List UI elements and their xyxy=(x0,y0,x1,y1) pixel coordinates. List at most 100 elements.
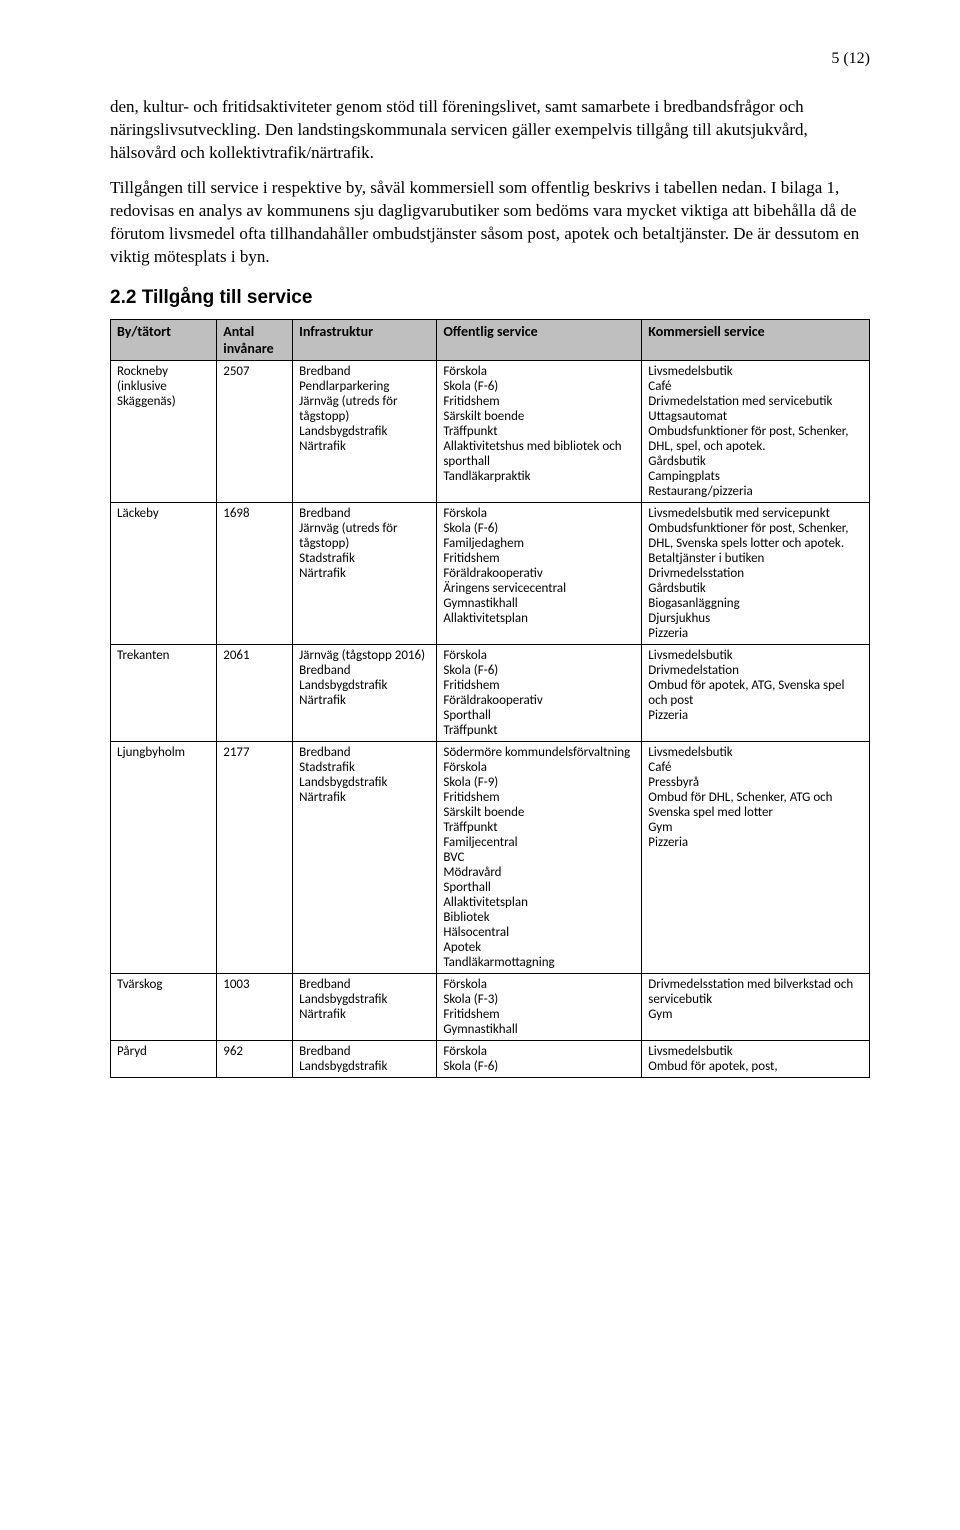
cell-line: Uttagsautomat xyxy=(648,409,863,424)
cell-infra: BredbandStadstrafikLandsbygdstrafikNärtr… xyxy=(293,741,437,973)
cell-line: Bibliotek xyxy=(443,910,635,925)
cell-kommersiell: Livsmedelsbutik med servicepunktOmbudsfu… xyxy=(642,502,870,644)
paragraph-2: Tillgången till service i respektive by,… xyxy=(110,177,870,269)
cell-line: Bredband xyxy=(299,663,430,678)
cell-line: Gym xyxy=(648,1007,863,1022)
cell-line: Bredband xyxy=(299,977,430,992)
cell-line: Föräldrakooperativ xyxy=(443,566,635,581)
cell-line: Särskilt boende xyxy=(443,805,635,820)
cell-infra: BredbandLandsbygdstrafik xyxy=(293,1040,437,1077)
cell-line: Pizzeria xyxy=(648,835,863,850)
cell-line: Skola (F-3) xyxy=(443,992,635,1007)
cell-line: Skola (F-6) xyxy=(443,663,635,678)
table-row: Läckeby1698BredbandJärnväg (utreds för t… xyxy=(111,502,870,644)
cell-line: Stadstrafik xyxy=(299,760,430,775)
cell-line: Livsmedelsbutik xyxy=(648,364,863,379)
service-table: By/tätort Antal invånare Infrastruktur O… xyxy=(110,319,870,1078)
cell-line: Närtrafik xyxy=(299,790,430,805)
cell-line: Djursjukhus xyxy=(648,611,863,626)
cell-line: BVC xyxy=(443,850,635,865)
cell-antal: 2061 xyxy=(217,644,293,741)
cell-offentlig: FörskolaSkola (F-6)FritidshemFöräldrakoo… xyxy=(437,644,642,741)
cell-line: Mödravård xyxy=(443,865,635,880)
table-row: Trekanten2061Järnväg (tågstopp 2016)Bred… xyxy=(111,644,870,741)
cell-line: Järnväg (tågstopp 2016) xyxy=(299,648,430,663)
cell-line: Skola (F-6) xyxy=(443,379,635,394)
cell-line: Förskola xyxy=(443,648,635,663)
cell-line: Livsmedelsbutik xyxy=(648,745,863,760)
cell-line: Järnväg (utreds för tågstopp) xyxy=(299,521,430,551)
cell-line: Träffpunkt xyxy=(443,424,635,439)
cell-kommersiell: LivsmedelsbutikDrivmedelstationOmbud för… xyxy=(642,644,870,741)
cell-line: Förskola xyxy=(443,760,635,775)
cell-line: Förskola xyxy=(443,506,635,521)
cell-line: Sporthall xyxy=(443,708,635,723)
cell-line: Gårdsbutik xyxy=(648,454,863,469)
cell-line: Bredband xyxy=(299,506,430,521)
cell-line: Bredband xyxy=(299,745,430,760)
col-header-offentlig: Offentlig service xyxy=(437,319,642,360)
cell-by: Rockneby (inklusive Skäggenäs) xyxy=(111,360,217,502)
cell-line: Landsbygdstrafik xyxy=(299,775,430,790)
cell-line: Särskilt boende xyxy=(443,409,635,424)
cell-line: Landsbygdstrafik xyxy=(299,1059,430,1074)
page-number: 5 (12) xyxy=(110,50,870,68)
cell-infra: BredbandPendlarparkeringJärnväg (utreds … xyxy=(293,360,437,502)
cell-line: Livsmedelsbutik xyxy=(648,648,863,663)
cell-line: Skola (F-9) xyxy=(443,775,635,790)
cell-offentlig: FörskolaSkola (F-6)FritidshemSärskilt bo… xyxy=(437,360,642,502)
cell-offentlig: FörskolaSkola (F-6)FamiljedaghemFritidsh… xyxy=(437,502,642,644)
section-heading: 2.2 Tillgång till service xyxy=(110,287,870,309)
cell-line: Gymnastikhall xyxy=(443,596,635,611)
cell-line: Fritidshem xyxy=(443,551,635,566)
cell-line: Allaktivitetsplan xyxy=(443,895,635,910)
col-header-kommersiell: Kommersiell service xyxy=(642,319,870,360)
cell-line: Gym xyxy=(648,820,863,835)
cell-offentlig: Södermöre kommundelsförvaltningFörskolaS… xyxy=(437,741,642,973)
table-row: Påryd962BredbandLandsbygdstrafikFörskola… xyxy=(111,1040,870,1077)
cell-line: Betaltjänster i butiken xyxy=(648,551,863,566)
col-header-infra: Infrastruktur xyxy=(293,319,437,360)
cell-line: Landsbygdstrafik xyxy=(299,678,430,693)
cell-line: Landsbygdstrafik xyxy=(299,424,430,439)
document-page: 5 (12) den, kultur- och fritidsaktivitet… xyxy=(0,0,960,1118)
cell-line: Familjedaghem xyxy=(443,536,635,551)
cell-line: Förskola xyxy=(443,364,635,379)
cell-line: Föräldrakooperativ xyxy=(443,693,635,708)
cell-line: Apotek xyxy=(443,940,635,955)
cell-line: Livsmedelsbutik med servicepunkt xyxy=(648,506,863,521)
table-body: Rockneby (inklusive Skäggenäs)2507Bredba… xyxy=(111,360,870,1077)
col-header-by: By/tätort xyxy=(111,319,217,360)
cell-antal: 2177 xyxy=(217,741,293,973)
cell-line: Restaurang/pizzeria xyxy=(648,484,863,499)
cell-line: Tandläkarmottagning xyxy=(443,955,635,970)
cell-line: Närtrafik xyxy=(299,1007,430,1022)
cell-infra: BredbandLandsbygdstrafikNärtrafik xyxy=(293,973,437,1040)
cell-line: Drivmedelstation med servicebutik xyxy=(648,394,863,409)
cell-line: Fritidshem xyxy=(443,678,635,693)
cell-line: Äringens servicecentral xyxy=(443,581,635,596)
table-row: Ljungbyholm2177BredbandStadstrafikLandsb… xyxy=(111,741,870,973)
cell-line: Allaktivitetsplan xyxy=(443,611,635,626)
cell-by: Läckeby xyxy=(111,502,217,644)
cell-line: Bredband xyxy=(299,1044,430,1059)
cell-line: Pizzeria xyxy=(648,708,863,723)
cell-line: Drivmedelsstation xyxy=(648,566,863,581)
cell-kommersiell: LivsmedelsbutikCaféDrivmedelstation med … xyxy=(642,360,870,502)
cell-line: Familjecentral xyxy=(443,835,635,850)
cell-line: Träffpunkt xyxy=(443,723,635,738)
cell-line: Pressbyrå xyxy=(648,775,863,790)
cell-line: Närtrafik xyxy=(299,439,430,454)
cell-antal: 2507 xyxy=(217,360,293,502)
cell-kommersiell: Drivmedelsstation med bilverkstad och se… xyxy=(642,973,870,1040)
cell-line: Pendlarparkering xyxy=(299,379,430,394)
cell-infra: BredbandJärnväg (utreds för tågstopp)Sta… xyxy=(293,502,437,644)
cell-antal: 1698 xyxy=(217,502,293,644)
cell-line: Ombudsfunktioner för post, Schenker, DHL… xyxy=(648,424,863,454)
cell-line: Drivmedelstation xyxy=(648,663,863,678)
table-row: Rockneby (inklusive Skäggenäs)2507Bredba… xyxy=(111,360,870,502)
cell-line: Skola (F-6) xyxy=(443,521,635,536)
cell-antal: 1003 xyxy=(217,973,293,1040)
cell-line: Järnväg (utreds för tågstopp) xyxy=(299,394,430,424)
cell-by: Ljungbyholm xyxy=(111,741,217,973)
